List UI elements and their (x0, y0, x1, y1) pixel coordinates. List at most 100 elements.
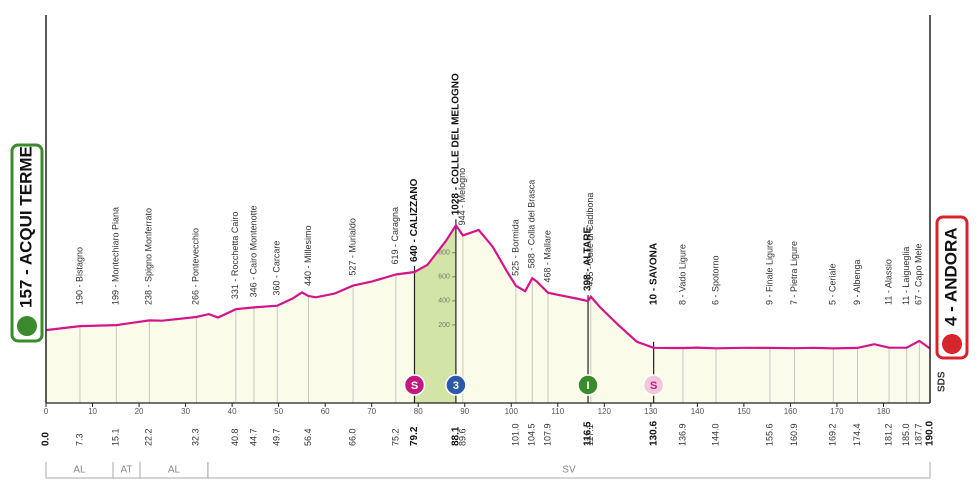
region-label: AL (168, 465, 181, 476)
x-tick-label: 150 (737, 407, 751, 416)
x-tick-label: 90 (460, 407, 469, 416)
finish-box (935, 215, 969, 360)
x-tick-label: 40 (228, 407, 237, 416)
waypoint-km: 130.6 (648, 421, 659, 446)
waypoint-label: 435 - Colle di Cadibona (585, 193, 595, 287)
finish-icon (942, 334, 962, 354)
marker (445, 374, 467, 396)
x-tick-label: 100 (505, 407, 519, 416)
waypoint-km: 116.5 (583, 421, 594, 446)
profile-line (45, 223, 931, 350)
waypoint-km: 44.7 (248, 428, 258, 446)
waypoint-label: 944 - Melogno (457, 168, 467, 226)
marker-symbol: S (411, 380, 418, 392)
waypoint-km: 174.4 (852, 423, 862, 446)
waypoint-label: 8 - Vado Ligure (677, 244, 687, 305)
x-tick-label: 50 (274, 407, 283, 416)
logo: SDS (937, 371, 948, 392)
waypoint-label: 440 - Millesimo (303, 226, 313, 287)
waypoint-km: 32.3 (191, 428, 201, 446)
waypoint-km: 136.9 (677, 423, 687, 446)
waypoint-km: 169.2 (828, 423, 838, 446)
waypoint-label: 398 - ALTARE (583, 227, 594, 292)
waypoint-km: 89.6 (457, 428, 467, 446)
start-label: 157 - ACQUI TERME (16, 146, 35, 308)
y-tick-label: 400 (438, 298, 450, 305)
waypoint-label: 1028 - COLLE DEL MELOGNO (451, 73, 462, 215)
x-tick-label: 120 (598, 407, 612, 416)
x-tick-label: 60 (321, 407, 330, 416)
marker-symbol: 3 (453, 380, 459, 392)
x-tick-label: 70 (367, 407, 376, 416)
x-tick-label: 160 (784, 407, 798, 416)
y-tick-label: 200 (438, 322, 450, 329)
waypoint-km: 7.3 (74, 433, 84, 446)
waypoint-label: 238 - Spigno Monferrato (144, 208, 154, 305)
start-icon (17, 316, 37, 336)
marker (642, 374, 665, 396)
waypoint-km: 117.1 (585, 424, 595, 446)
waypoint-label: 346 - Cairo Montenotte (248, 205, 258, 297)
waypoint-label: 10 - SAVONA (648, 243, 659, 305)
waypoint-label: 11 - Alassio (883, 259, 893, 305)
waypoint-km: 104.5 (527, 423, 537, 446)
waypoint-label: 7 - Pietra Ligure (789, 241, 799, 305)
waypoint-label: 640 - CALIZZANO (409, 178, 420, 262)
waypoint-km: 160.9 (789, 423, 799, 446)
region-label: AL (73, 465, 86, 476)
waypoint-km: 187.7 (914, 423, 924, 446)
start-box (10, 143, 44, 343)
waypoint-km: 79.2 (409, 426, 420, 446)
region-label: SV (562, 465, 576, 476)
x-tick-label: 20 (135, 407, 144, 416)
waypoint-km: 22.2 (144, 428, 154, 446)
waypoint-km: 155.6 (764, 423, 774, 446)
waypoint-km: 185.0 (901, 423, 911, 446)
waypoint-label: 468 - Mallare (542, 230, 552, 283)
y-tick-label: 800 (438, 250, 450, 257)
waypoint-label: 6 - Spotorno (710, 255, 720, 305)
waypoint-km: 107.9 (542, 423, 552, 446)
waypoint-label: 525 - Bormida (510, 219, 520, 276)
waypoint-km: 144.0 (710, 423, 720, 446)
y-tick-label: 600 (438, 274, 450, 281)
waypoint-label: 266 - Pontevecchio (191, 228, 201, 305)
waypoint-km: 49.7 (272, 428, 282, 446)
waypoint-label: 331 - Rocchetta Cairo (230, 212, 240, 300)
finish-label: 4 - ANDORA (941, 227, 960, 326)
waypoint-label: 619 - Caragna (390, 207, 400, 265)
marker (577, 374, 599, 396)
waypoint-label: 199 - Montechiaro Piana (111, 207, 121, 305)
x-tick-label: 140 (691, 407, 705, 416)
marker-symbol: S (650, 380, 657, 392)
x-tick-label: 170 (830, 407, 844, 416)
waypoint-label: 190 - Bistagno (74, 247, 84, 305)
waypoint-km: 88.1 (451, 426, 462, 446)
start-km: 0.0 (41, 432, 52, 446)
waypoint-km: 56.4 (303, 428, 313, 446)
x-tick-label: 180 (877, 407, 891, 416)
waypoint-km: 181.2 (883, 423, 893, 446)
x-tick-label: 80 (414, 407, 423, 416)
climb-highlight (414, 225, 456, 403)
marker (403, 374, 426, 396)
waypoint-label: 5 - Ceriale (828, 263, 838, 305)
waypoint-km: 101.0 (510, 423, 520, 446)
waypoint-km: 66.0 (347, 428, 357, 446)
profile-area (46, 225, 930, 403)
x-tick-label: 130 (644, 407, 658, 416)
waypoint-label: 11 - Laigueglia (901, 247, 911, 305)
x-tick-label: 110 (551, 407, 564, 416)
waypoint-km: 40.8 (230, 428, 240, 446)
waypoint-label: 360 - Carcare (272, 241, 282, 296)
waypoint-label: 9 - Albenga (852, 259, 862, 305)
waypoint-km: 15.1 (111, 428, 121, 446)
x-tick-label: 0 (44, 407, 49, 416)
x-tick-label: 30 (181, 407, 190, 416)
region-label: AT (120, 465, 132, 476)
waypoint-km: 75.2 (390, 428, 400, 446)
waypoint-label: 9 - Finale Ligure (764, 240, 774, 305)
waypoint-label: 588 - Colla del Brasca (527, 180, 537, 269)
finish-km: 190.0 (925, 421, 936, 446)
